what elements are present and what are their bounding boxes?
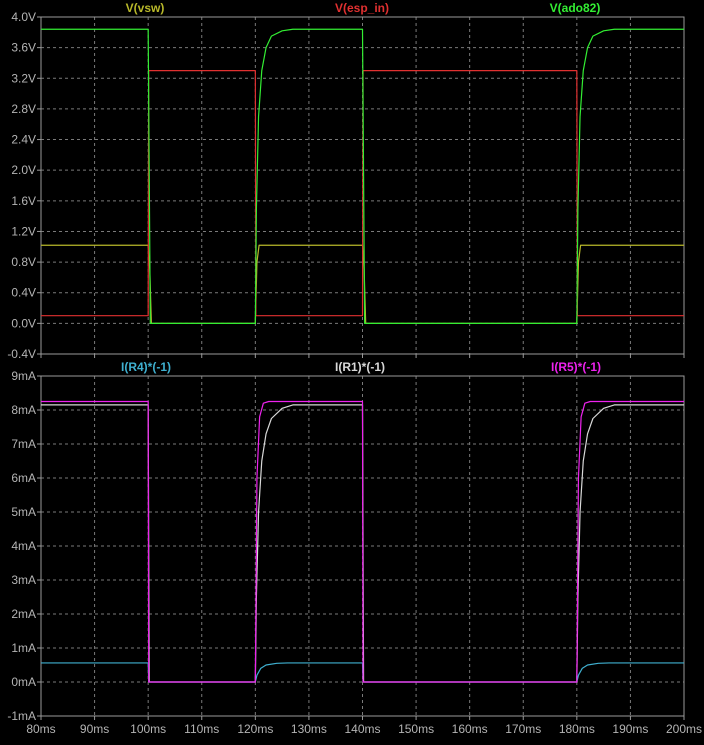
x-tick-label: 200ms bbox=[666, 722, 702, 736]
pane-1-y-tick-label: 1.6V bbox=[11, 194, 36, 208]
pane-2-frame bbox=[40, 375, 685, 717]
x-tick-label: 110ms bbox=[184, 722, 219, 736]
x-tick-label: 90ms bbox=[80, 722, 109, 736]
pane-1-frame bbox=[40, 16, 685, 355]
pane-2-y-tick-label: 2mA bbox=[11, 607, 36, 621]
pane-1-y-tick-label: 0.4V bbox=[11, 286, 36, 300]
pane-1-y-tick-label: 0.0V bbox=[11, 316, 36, 330]
pane-1-y-tick-label: 1.2V bbox=[11, 224, 36, 238]
pane-2-y-tick-label: 9mA bbox=[11, 369, 36, 383]
x-tick-label: 180ms bbox=[559, 722, 595, 736]
pane-1-legend-label: V(vsw) bbox=[126, 1, 165, 15]
pane-2-legend-label: I(R4)*(-1) bbox=[121, 360, 171, 374]
pane-2-legend-label: I(R5)*(-1) bbox=[551, 360, 601, 374]
trace-v-ado82 bbox=[41, 28, 684, 324]
x-tick-label: 100ms bbox=[130, 722, 166, 736]
pane-2-y-tick-label: -1mA bbox=[7, 709, 36, 723]
pane-1-legend-label: V(esp_in) bbox=[335, 1, 389, 15]
pane-2-y-tick-label: 1mA bbox=[11, 641, 36, 655]
x-tick-label: 120ms bbox=[237, 722, 273, 736]
trace-v-esp-in bbox=[41, 70, 684, 317]
pane-1-legend-label: V(ado82) bbox=[550, 1, 601, 15]
pane-2-y-tick-label: 7mA bbox=[11, 437, 36, 451]
pane-1-y-tick-label: 2.0V bbox=[11, 163, 36, 177]
x-tick-label: 150ms bbox=[398, 722, 434, 736]
pane-1-y-tick-label: 3.2V bbox=[11, 71, 36, 85]
pane-2-y-tick-label: 0mA bbox=[11, 675, 36, 689]
x-tick-label: 130ms bbox=[291, 722, 327, 736]
pane-1-y-tick-label: 4.0V bbox=[11, 10, 36, 24]
x-tick-label: 170ms bbox=[505, 722, 541, 736]
pane-2-y-tick-label: 6mA bbox=[11, 471, 36, 485]
x-tick-label: 80ms bbox=[26, 722, 55, 736]
pane-1-y-tick-label: 2.8V bbox=[11, 102, 36, 116]
trace-i-r5-1 bbox=[41, 400, 684, 683]
x-tick-label: 140ms bbox=[344, 722, 380, 736]
x-tick-label: 190ms bbox=[612, 722, 648, 736]
pane-2-y-tick-label: 8mA bbox=[11, 403, 36, 417]
x-tick-label: 160ms bbox=[452, 722, 488, 736]
pane-1-y-tick-label: 3.6V bbox=[11, 41, 36, 55]
pane-2-y-tick-label: 4mA bbox=[11, 539, 36, 553]
pane-1-y-tick-label: -0.4V bbox=[7, 347, 36, 361]
pane-1-y-tick-label: 2.4V bbox=[11, 133, 36, 147]
pane-1-y-tick-label: 0.8V bbox=[11, 255, 36, 269]
pane-2-y-tick-label: 5mA bbox=[11, 505, 36, 519]
pane-2-y-tick-label: 3mA bbox=[11, 573, 36, 587]
pane-2-legend-label: I(R1)*(-1) bbox=[335, 360, 385, 374]
